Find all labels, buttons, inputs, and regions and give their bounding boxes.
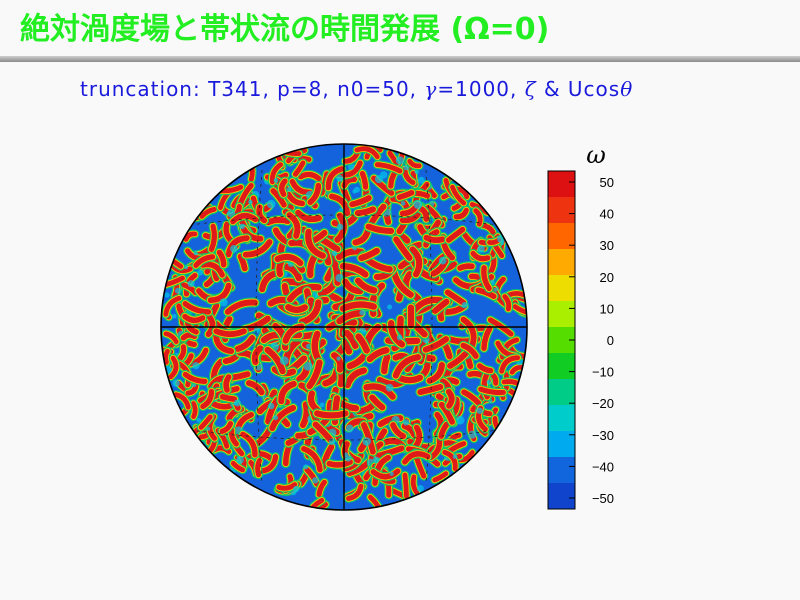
- colorbar-tick-label: −10: [592, 365, 614, 380]
- colorbar-tick-label: 50: [600, 175, 614, 190]
- colorbar-block: [548, 353, 575, 380]
- colorbar-title: ω: [586, 141, 606, 169]
- colorbar-block: [548, 405, 575, 432]
- colorbar-tick-label: 30: [600, 238, 614, 253]
- colorbar-tick-label: −30: [592, 428, 614, 443]
- colorbar-block: [548, 301, 575, 328]
- colorbar-tick-label: −40: [592, 459, 614, 474]
- and-symbol: &: [543, 77, 561, 101]
- title-divider: [0, 56, 800, 62]
- globe-outline: [160, 143, 528, 511]
- panel-seams: [189, 169, 499, 485]
- colorbar-block: [548, 197, 575, 224]
- params-text: truncation: T341, p=8, n0=50,: [80, 77, 418, 101]
- colorbar-block: [548, 483, 575, 510]
- gamma-value: =1000,: [437, 77, 518, 101]
- gamma-symbol: γ: [424, 77, 438, 101]
- seam-right: [425, 169, 433, 485]
- zeta-symbol: ζ: [524, 77, 537, 101]
- colorbar-tick-label: 20: [600, 270, 614, 285]
- globe: [160, 143, 528, 511]
- colorbar-tick-label: 40: [600, 207, 614, 222]
- colorbar-block: [548, 249, 575, 276]
- ucos-text: Ucos: [567, 77, 621, 101]
- colorbar-blocks: [548, 171, 575, 510]
- colorbar-ticks: 50 40 30 20 10 0 −10 −20 −30 −40 −50: [569, 175, 614, 506]
- colorbar-tick-label: 10: [600, 301, 614, 316]
- colorbar-block: [548, 431, 575, 458]
- colorbar-tick-label: −20: [592, 396, 614, 411]
- seam-lower: [189, 429, 499, 441]
- colorbar-block: [548, 171, 575, 198]
- colorbar-tick-label: −50: [592, 491, 614, 506]
- colorbar-block: [548, 275, 575, 302]
- vorticity-field: [161, 144, 527, 510]
- theta-symbol: θ: [620, 77, 634, 101]
- colorbar-tick-label: 0: [607, 333, 614, 348]
- colorbar: ω 50 40 30 20 10 0 −10 −20 −30 −40 −50: [547, 141, 614, 510]
- colorbar-block: [548, 379, 575, 406]
- seam-upper: [189, 214, 499, 226]
- page-title: 絶対渦度場と帯状流の時間発展 (Ω=0): [20, 12, 550, 47]
- parameters-subtitle: truncation: T341, p=8, n0=50, γ=1000, ζ …: [80, 77, 633, 101]
- globe-frame: [161, 144, 527, 510]
- seam-left: [255, 169, 263, 485]
- colorbar-block: [548, 457, 575, 484]
